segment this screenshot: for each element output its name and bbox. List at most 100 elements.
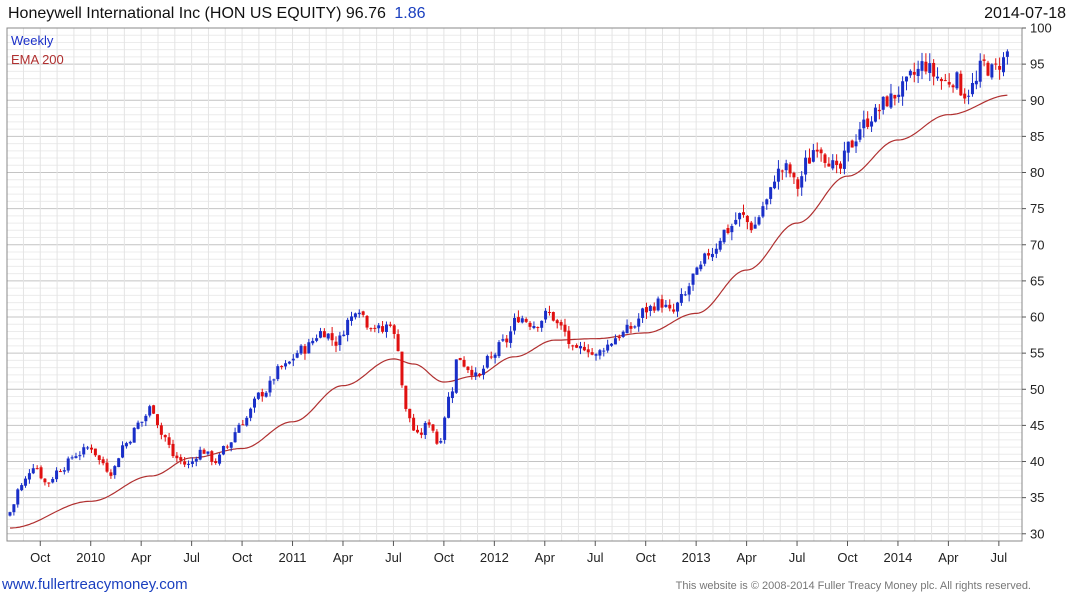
y-tick-label: 45	[1030, 418, 1044, 433]
weekly-bar	[447, 392, 451, 419]
bar-body	[846, 141, 850, 153]
weekly-bar	[912, 62, 916, 83]
bar-body	[152, 405, 156, 414]
x-tick-label: Oct	[30, 550, 51, 565]
weekly-bar	[939, 77, 943, 90]
x-tick-label: 2010	[76, 550, 105, 565]
weekly-bar	[392, 324, 396, 339]
bar-body	[524, 319, 528, 322]
weekly-bar	[307, 338, 311, 354]
bar-body	[43, 478, 47, 483]
weekly-bar	[610, 343, 614, 347]
weekly-bar	[361, 310, 365, 318]
x-tick-label: Oct	[837, 550, 858, 565]
weekly-bar	[672, 303, 676, 314]
bar-body	[365, 315, 369, 328]
weekly-bar	[796, 177, 800, 197]
weekly-bar	[613, 334, 617, 345]
bar-body	[392, 325, 396, 334]
bar-body	[637, 318, 641, 327]
bar-body	[528, 322, 532, 327]
weekly-bar	[986, 60, 990, 77]
weekly-bar	[148, 404, 152, 418]
weekly-bar	[86, 445, 90, 450]
bar-body	[738, 213, 742, 220]
bar-body	[353, 313, 357, 318]
bar-body	[831, 160, 835, 169]
weekly-bar	[563, 318, 567, 337]
weekly-bar	[920, 52, 924, 80]
bar-body	[571, 345, 575, 347]
weekly-bar	[827, 157, 831, 167]
bar-body	[396, 334, 400, 352]
weekly-bar	[415, 425, 419, 434]
weekly-bar	[43, 478, 47, 486]
bar-body	[493, 354, 497, 358]
chart-date: 2014-07-18	[984, 5, 1066, 22]
bar-body	[718, 240, 722, 250]
bar-body	[990, 64, 994, 78]
weekly-bar	[811, 143, 815, 163]
weekly-bar	[936, 67, 940, 81]
bar-body	[590, 352, 594, 355]
weekly-bar	[233, 427, 237, 443]
weekly-bar	[784, 159, 788, 178]
bar-body	[210, 451, 214, 462]
bar-body	[870, 121, 874, 127]
bar-body	[78, 455, 82, 457]
bar-body	[815, 149, 819, 152]
weekly-bar	[831, 154, 835, 171]
bar-body	[268, 380, 272, 393]
weekly-bar	[555, 318, 559, 329]
weekly-bar	[676, 301, 680, 317]
bar-body	[377, 325, 381, 329]
bar-body	[835, 160, 839, 165]
weekly-bar	[641, 307, 645, 323]
bar-body	[641, 308, 645, 318]
bar-body	[703, 253, 707, 264]
x-tick-label: Jul	[385, 550, 402, 565]
bar-body	[159, 425, 163, 435]
bar-body	[171, 443, 175, 457]
weekly-bar	[516, 310, 520, 324]
weekly-bar	[291, 354, 295, 367]
weekly-bar	[175, 452, 179, 463]
bar-body	[388, 324, 392, 326]
weekly-bar	[656, 296, 660, 312]
legend-weekly: Weekly	[11, 33, 54, 48]
bar-body	[55, 470, 59, 480]
chart-title: Honeywell International Inc (HON US EQUI…	[8, 5, 426, 23]
bar-body	[656, 298, 660, 311]
bar-body	[252, 398, 256, 408]
weekly-bar	[276, 364, 280, 382]
bar-body	[811, 150, 815, 162]
bar-body	[101, 459, 105, 464]
bar-body	[544, 310, 548, 320]
bar-body	[617, 336, 621, 339]
bar-body	[586, 349, 590, 353]
x-tick-label: Jul	[587, 550, 604, 565]
website-link[interactable]: www.fullertreacymoney.com	[2, 576, 188, 593]
bar-body	[769, 187, 773, 199]
x-tick-label: Oct	[434, 550, 455, 565]
y-tick-label: 100	[1030, 21, 1052, 36]
weekly-bar	[792, 171, 796, 185]
bar-body	[629, 325, 633, 329]
weekly-bar	[284, 360, 288, 370]
bar-body	[330, 333, 334, 341]
bar-body	[920, 61, 924, 71]
weekly-bar	[225, 444, 229, 450]
bar-body	[679, 294, 683, 303]
bar-body	[823, 154, 827, 163]
bar-body	[947, 81, 951, 85]
bar-body	[291, 358, 295, 361]
weekly-bar	[478, 373, 482, 378]
bar-body	[602, 350, 606, 352]
bar-body	[575, 345, 579, 348]
weekly-bar	[365, 315, 369, 330]
y-tick-label: 95	[1030, 57, 1044, 72]
weekly-bar	[202, 448, 206, 454]
weekly-bar	[540, 320, 544, 332]
bar-body	[652, 306, 656, 311]
